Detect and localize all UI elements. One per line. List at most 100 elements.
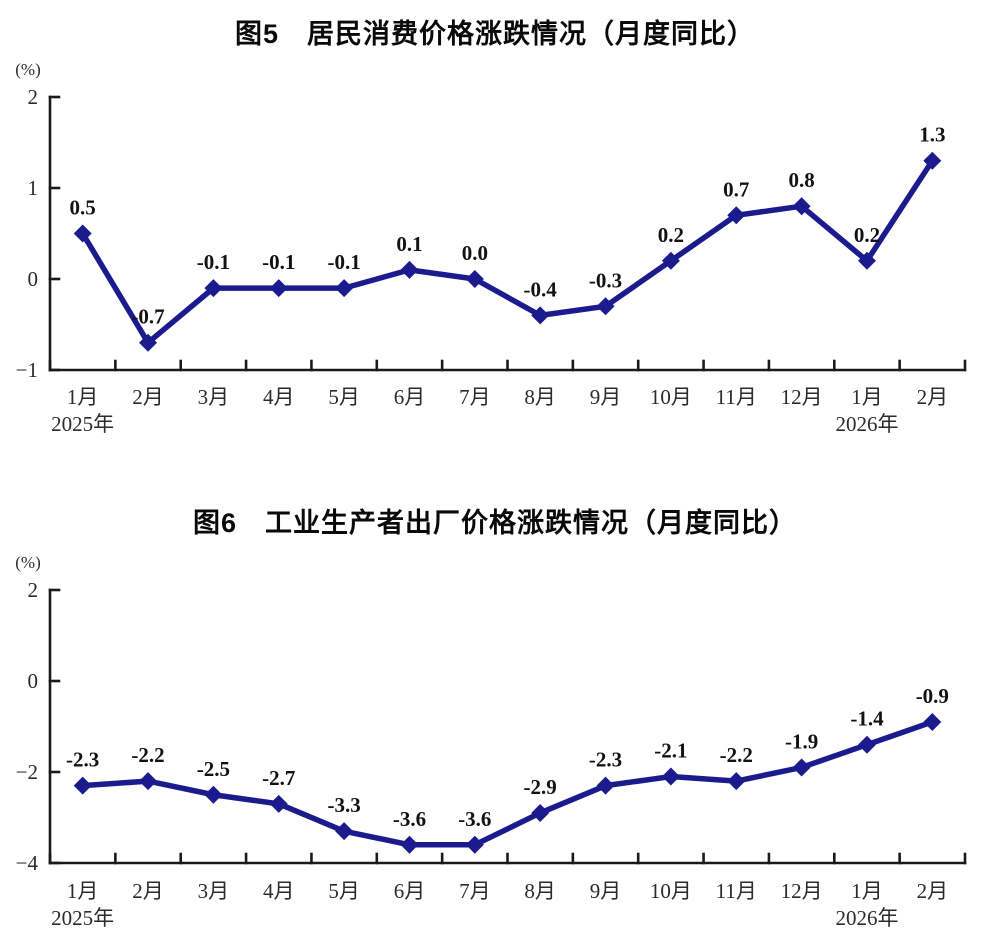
y-tick-label: 1 xyxy=(28,176,39,200)
data-point-marker xyxy=(400,260,419,279)
data-point-label: -2.1 xyxy=(654,739,687,763)
data-point-label: -2.2 xyxy=(131,743,164,767)
y-tick-label: 2 xyxy=(28,85,39,109)
data-point-label: -0.9 xyxy=(916,684,949,708)
year-label: 2026年 xyxy=(835,906,898,930)
x-category-label: 11月 xyxy=(716,385,757,409)
x-category-label: 2月 xyxy=(917,385,949,409)
x-category-label: 1月 xyxy=(851,385,883,409)
x-category-label: 3月 xyxy=(198,385,230,409)
x-category-label: 9月 xyxy=(590,879,622,903)
x-category-label: 3月 xyxy=(198,879,230,903)
x-category-label: 5月 xyxy=(328,879,360,903)
data-point-label: -0.1 xyxy=(327,250,360,274)
data-point-marker xyxy=(792,758,811,777)
year-label: 2025年 xyxy=(51,412,114,436)
data-point-marker xyxy=(923,712,942,731)
axis-line xyxy=(48,95,967,372)
data-point-label: 0.2 xyxy=(854,223,880,247)
data-point-marker xyxy=(661,251,680,270)
data-point-marker xyxy=(204,785,223,804)
data-point-marker xyxy=(596,297,615,316)
y-tick-label: 0 xyxy=(28,669,39,693)
data-point-label: -0.7 xyxy=(131,305,164,329)
x-category-label: 6月 xyxy=(394,385,426,409)
x-category-label: 12月 xyxy=(781,879,823,903)
data-point-marker xyxy=(531,306,550,325)
data-point-label: -0.3 xyxy=(589,268,622,292)
data-point-marker xyxy=(335,279,354,298)
data-point-label: -3.6 xyxy=(458,807,491,831)
figure6-plot: 2 0 −2 −4 1月 2月 3月 4月 5月 6月 7月 8月 9月 10月 11月 12月 1月 2月 202… xyxy=(15,553,967,930)
x-category-label: 7月 xyxy=(459,385,491,409)
data-point-label: -2.9 xyxy=(524,775,557,799)
x-category-label: 12月 xyxy=(781,385,823,409)
data-point-label: 1.3 xyxy=(919,123,945,147)
figure5-title: 图5 居民消费价格涨跌情况（月度同比） xyxy=(234,19,755,49)
data-point-marker xyxy=(923,151,942,170)
x-category-label: 2月 xyxy=(132,385,164,409)
data-point-label: -2.3 xyxy=(589,748,622,772)
figure5-plot: 2 1 0 −1 1月 2月 3月 4月 5月 6月 7月 8月 9月 10月 11月 12月 1月 2月 2025… xyxy=(15,60,967,436)
data-point-label: 0.1 xyxy=(396,232,422,256)
x-category-label: 8月 xyxy=(524,385,556,409)
data-point-label: -1.9 xyxy=(785,729,818,753)
x-category-label: 4月 xyxy=(263,879,295,903)
data-point-marker xyxy=(531,803,550,822)
data-point-marker xyxy=(400,835,419,854)
x-category-label: 10月 xyxy=(650,385,692,409)
data-point-label: -2.5 xyxy=(197,757,230,781)
data-point-marker xyxy=(73,776,92,795)
data-point-label: -1.4 xyxy=(850,707,884,731)
data-point-marker xyxy=(465,270,484,288)
x-category-label: 9月 xyxy=(590,385,622,409)
data-point-label: -0.4 xyxy=(524,277,558,301)
data-point-label: 0.5 xyxy=(70,196,96,220)
data-point-label: -3.6 xyxy=(393,807,426,831)
data-point-label: -0.1 xyxy=(197,250,230,274)
data-point-marker xyxy=(139,333,158,352)
data-point-marker xyxy=(857,251,876,270)
y-tick-label: 0 xyxy=(28,267,39,291)
data-point-label: -0.1 xyxy=(262,250,295,274)
data-point-label: 0.8 xyxy=(788,168,814,192)
figure6-title: 图6 工业生产者出厂价格涨跌情况（月度同比） xyxy=(192,508,797,538)
data-point-marker xyxy=(661,767,680,786)
data-point-marker xyxy=(596,776,615,795)
unit-label: (%) xyxy=(15,553,40,572)
y-tick-label: −4 xyxy=(16,851,39,875)
data-point-label: -2.2 xyxy=(720,743,753,767)
year-label: 2025年 xyxy=(51,906,114,930)
data-point-label: 0.7 xyxy=(723,177,749,201)
x-category-label: 1月 xyxy=(851,879,883,903)
year-label: 2026年 xyxy=(835,412,898,436)
y-tick-label: −2 xyxy=(16,760,38,784)
data-point-marker xyxy=(269,794,288,813)
data-point-label: 0.2 xyxy=(658,223,684,247)
series-line xyxy=(79,719,936,848)
x-category-label: 1月 xyxy=(67,879,99,903)
y-tick-label: 2 xyxy=(28,578,39,602)
data-point-marker xyxy=(139,772,158,791)
data-point-marker xyxy=(857,735,876,754)
data-point-marker xyxy=(727,206,746,225)
x-category-label: 11月 xyxy=(716,879,757,903)
data-point-marker xyxy=(269,279,288,298)
data-point-marker xyxy=(204,279,223,298)
x-category-label: 4月 xyxy=(263,385,295,409)
data-point-label: -3.3 xyxy=(327,793,360,817)
unit-label: (%) xyxy=(15,60,40,79)
x-category-label: 6月 xyxy=(394,879,426,903)
data-point-marker xyxy=(727,772,746,791)
x-category-label: 5月 xyxy=(328,385,360,409)
series-line xyxy=(79,157,936,346)
data-point-marker xyxy=(335,822,354,841)
x-category-label: 7月 xyxy=(459,879,491,903)
x-category-label: 2月 xyxy=(917,879,949,903)
data-point-label: -2.7 xyxy=(262,766,295,790)
x-category-label: 2月 xyxy=(132,879,164,903)
data-point-label: -2.3 xyxy=(66,748,99,772)
x-category-label: 10月 xyxy=(650,879,692,903)
data-point-marker xyxy=(465,835,484,854)
